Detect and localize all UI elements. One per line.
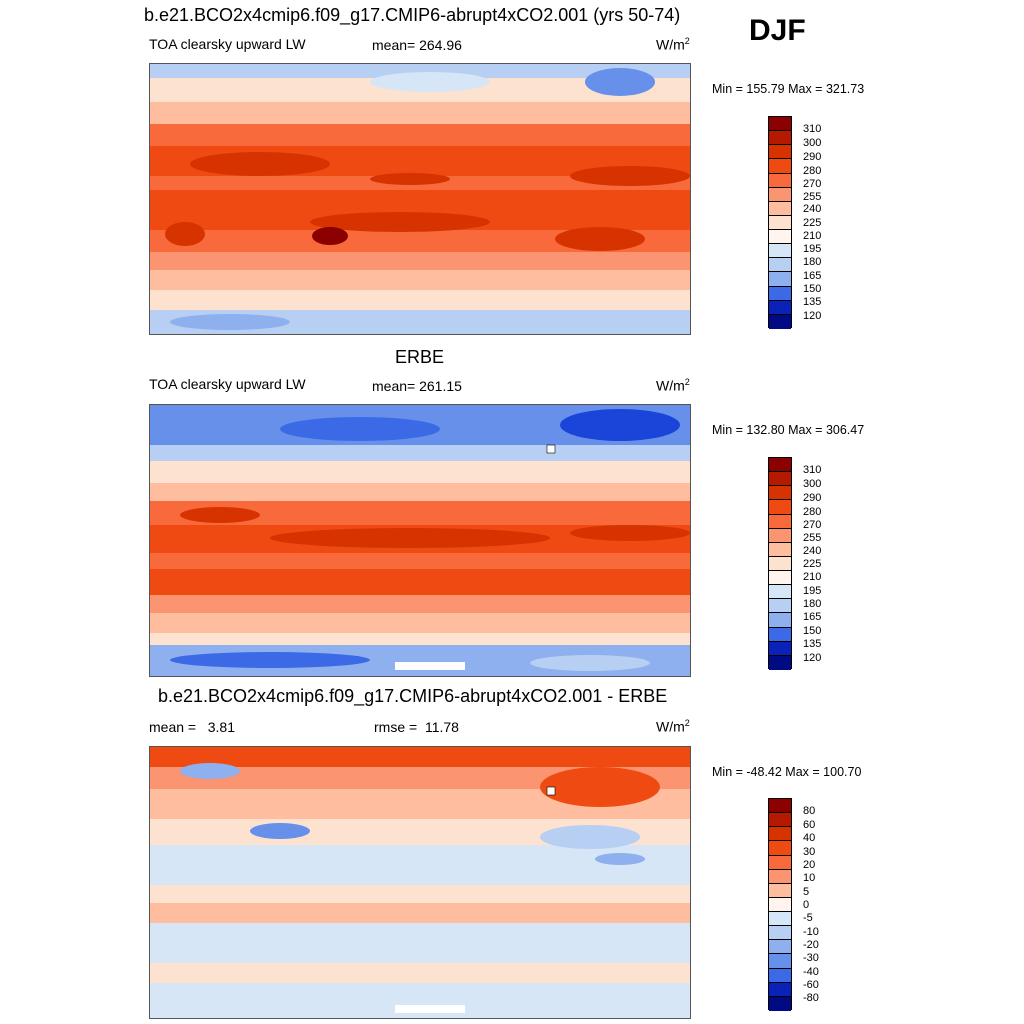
panel1-map [149, 63, 691, 335]
panel3-tick: -30 [803, 952, 819, 964]
panel3-units: W/m2 [656, 718, 690, 735]
panel2-tick: 255 [803, 532, 822, 544]
panel3-tick: 20 [803, 859, 816, 871]
panel3-colorbar [768, 798, 792, 1011]
panel3-tick: 30 [803, 846, 816, 858]
panel1-colorbar [768, 116, 792, 329]
panel1-tick: 300 [803, 137, 822, 149]
panel2-tick: 270 [803, 519, 822, 531]
panel2-colorbar [768, 457, 792, 670]
panel2-tick: 210 [803, 571, 822, 583]
panel3-minmax: Min = -48.42 Max = 100.70 [712, 765, 862, 779]
panel3-rmse-label: rmse = 11.78 [374, 719, 459, 735]
panel2-map [149, 404, 691, 677]
panel1-tick: 270 [803, 178, 822, 190]
panel2-tick: 310 [803, 464, 822, 476]
panel2-tick: 225 [803, 558, 822, 570]
panel1-variable-label: TOA clearsky upward LW [149, 36, 306, 52]
panel3-tick: 60 [803, 819, 816, 831]
panel3-tick: -10 [803, 926, 819, 938]
panel3-map [149, 746, 691, 1019]
panel1-tick: 280 [803, 165, 822, 177]
panel1-tick: 290 [803, 151, 822, 163]
panel2-tick: 150 [803, 625, 822, 637]
panel1-tick: 135 [803, 296, 822, 308]
panel3-tick: -40 [803, 966, 819, 978]
panel3-tick: -5 [803, 912, 813, 924]
panel1-tick: 240 [803, 203, 822, 215]
panel2-tick: 280 [803, 506, 822, 518]
panel2-tick: 165 [803, 611, 822, 623]
panel2-tick: 195 [803, 585, 822, 597]
panel3-tick: 10 [803, 872, 816, 884]
panel1-tick: 255 [803, 191, 822, 203]
panel3-mean-label: mean = 3.81 [149, 719, 236, 735]
panel1-title: b.e21.BCO2x4cmip6.f09_g17.CMIP6-abrupt4x… [144, 5, 681, 25]
panel2-tick: 135 [803, 638, 822, 650]
panel2-variable-label: TOA clearsky upward LW [149, 376, 306, 392]
panel2-title: ERBE [395, 347, 445, 367]
panel1-tick: 195 [803, 243, 822, 255]
panel1-minmax: Min = 155.79 Max = 321.73 [712, 82, 865, 96]
panel1-tick: 310 [803, 123, 822, 135]
panel3-tick: -80 [803, 992, 819, 1004]
panel1-units: W/m2 [656, 36, 690, 53]
panel1-tick: 120 [803, 310, 822, 322]
panel2-tick: 290 [803, 492, 822, 504]
panel3-tick: -60 [803, 979, 819, 991]
panel1-tick: 210 [803, 230, 822, 242]
panel3-title: b.e21.BCO2x4cmip6.f09_g17.CMIP6-abrupt4x… [158, 686, 668, 706]
panel1-mean-label: mean= 264.96 [372, 37, 462, 53]
panel3-tick: 0 [803, 899, 810, 911]
panel3-tick: 5 [803, 886, 810, 898]
panel2-minmax: Min = 132.80 Max = 306.47 [712, 423, 865, 437]
panel1-tick: 180 [803, 256, 822, 268]
season-label: DJF [749, 14, 806, 47]
panel2-mean-label: mean= 261.15 [372, 378, 462, 394]
panel2-tick: 180 [803, 598, 822, 610]
panel3-tick: 40 [803, 832, 816, 844]
panel2-tick: 120 [803, 652, 822, 664]
panel2-tick: 240 [803, 545, 822, 557]
panel3-tick: -20 [803, 939, 819, 951]
panel1-tick: 165 [803, 270, 822, 282]
panel1-tick: 150 [803, 283, 822, 295]
panel3-tick: 80 [803, 805, 816, 817]
panel1-tick: 225 [803, 217, 822, 229]
panel2-tick: 300 [803, 478, 822, 490]
panel2-units: W/m2 [656, 377, 690, 394]
